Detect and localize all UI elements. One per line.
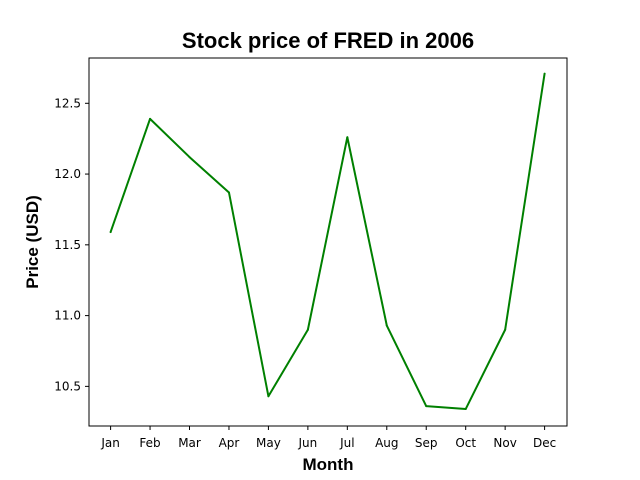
y-tick-label: 10.5 [54, 379, 81, 393]
x-tick-label: Feb [139, 436, 160, 450]
series-line [109, 73, 546, 411]
x-tick-label: Apr [219, 436, 240, 450]
data-point [385, 324, 388, 327]
data-point [227, 191, 230, 194]
data-point [543, 72, 546, 75]
x-tick-label: Aug [375, 436, 398, 450]
y-tick-label: 12.5 [54, 96, 81, 110]
x-tick-label: Jun [297, 436, 317, 450]
y-tick-label: 11.5 [54, 238, 81, 252]
data-point [109, 231, 112, 234]
series-layer [109, 72, 546, 411]
y-tick-label: 12.0 [54, 167, 81, 181]
chart-title: Stock price of FRED in 2006 [182, 28, 474, 53]
x-axis-ticks: Jan Feb Mar Apr May Jun Jul Aug Sep Oct Nov Dec [100, 426, 556, 450]
y-tick-label: 11.0 [54, 309, 81, 323]
x-tick-label: Jan [100, 436, 120, 450]
y-axis-ticks: 10.5 11.0 11.5 12.0 12.5 [54, 96, 89, 393]
data-point [267, 395, 270, 398]
data-point [149, 117, 152, 120]
x-tick-label: Sep [415, 436, 438, 450]
x-tick-label: Nov [493, 436, 516, 450]
x-tick-label: Jul [339, 436, 354, 450]
plot-frame [88, 57, 568, 427]
data-point [464, 408, 467, 411]
data-point [346, 136, 349, 139]
data-point [504, 328, 507, 331]
data-point [188, 156, 191, 159]
data-point [425, 405, 428, 408]
plot-area: Jan Feb Mar Apr May Jun Jul Aug Sep Oct Nov Dec 10.… [54, 57, 568, 450]
y-axis-label: Price (USD) [23, 195, 42, 289]
x-tick-label: Dec [533, 436, 556, 450]
data-point [306, 328, 309, 331]
x-axis-label: Month [303, 455, 354, 474]
x-tick-label: May [256, 436, 281, 450]
x-tick-label: Oct [455, 436, 476, 450]
x-tick-label: Mar [178, 436, 201, 450]
